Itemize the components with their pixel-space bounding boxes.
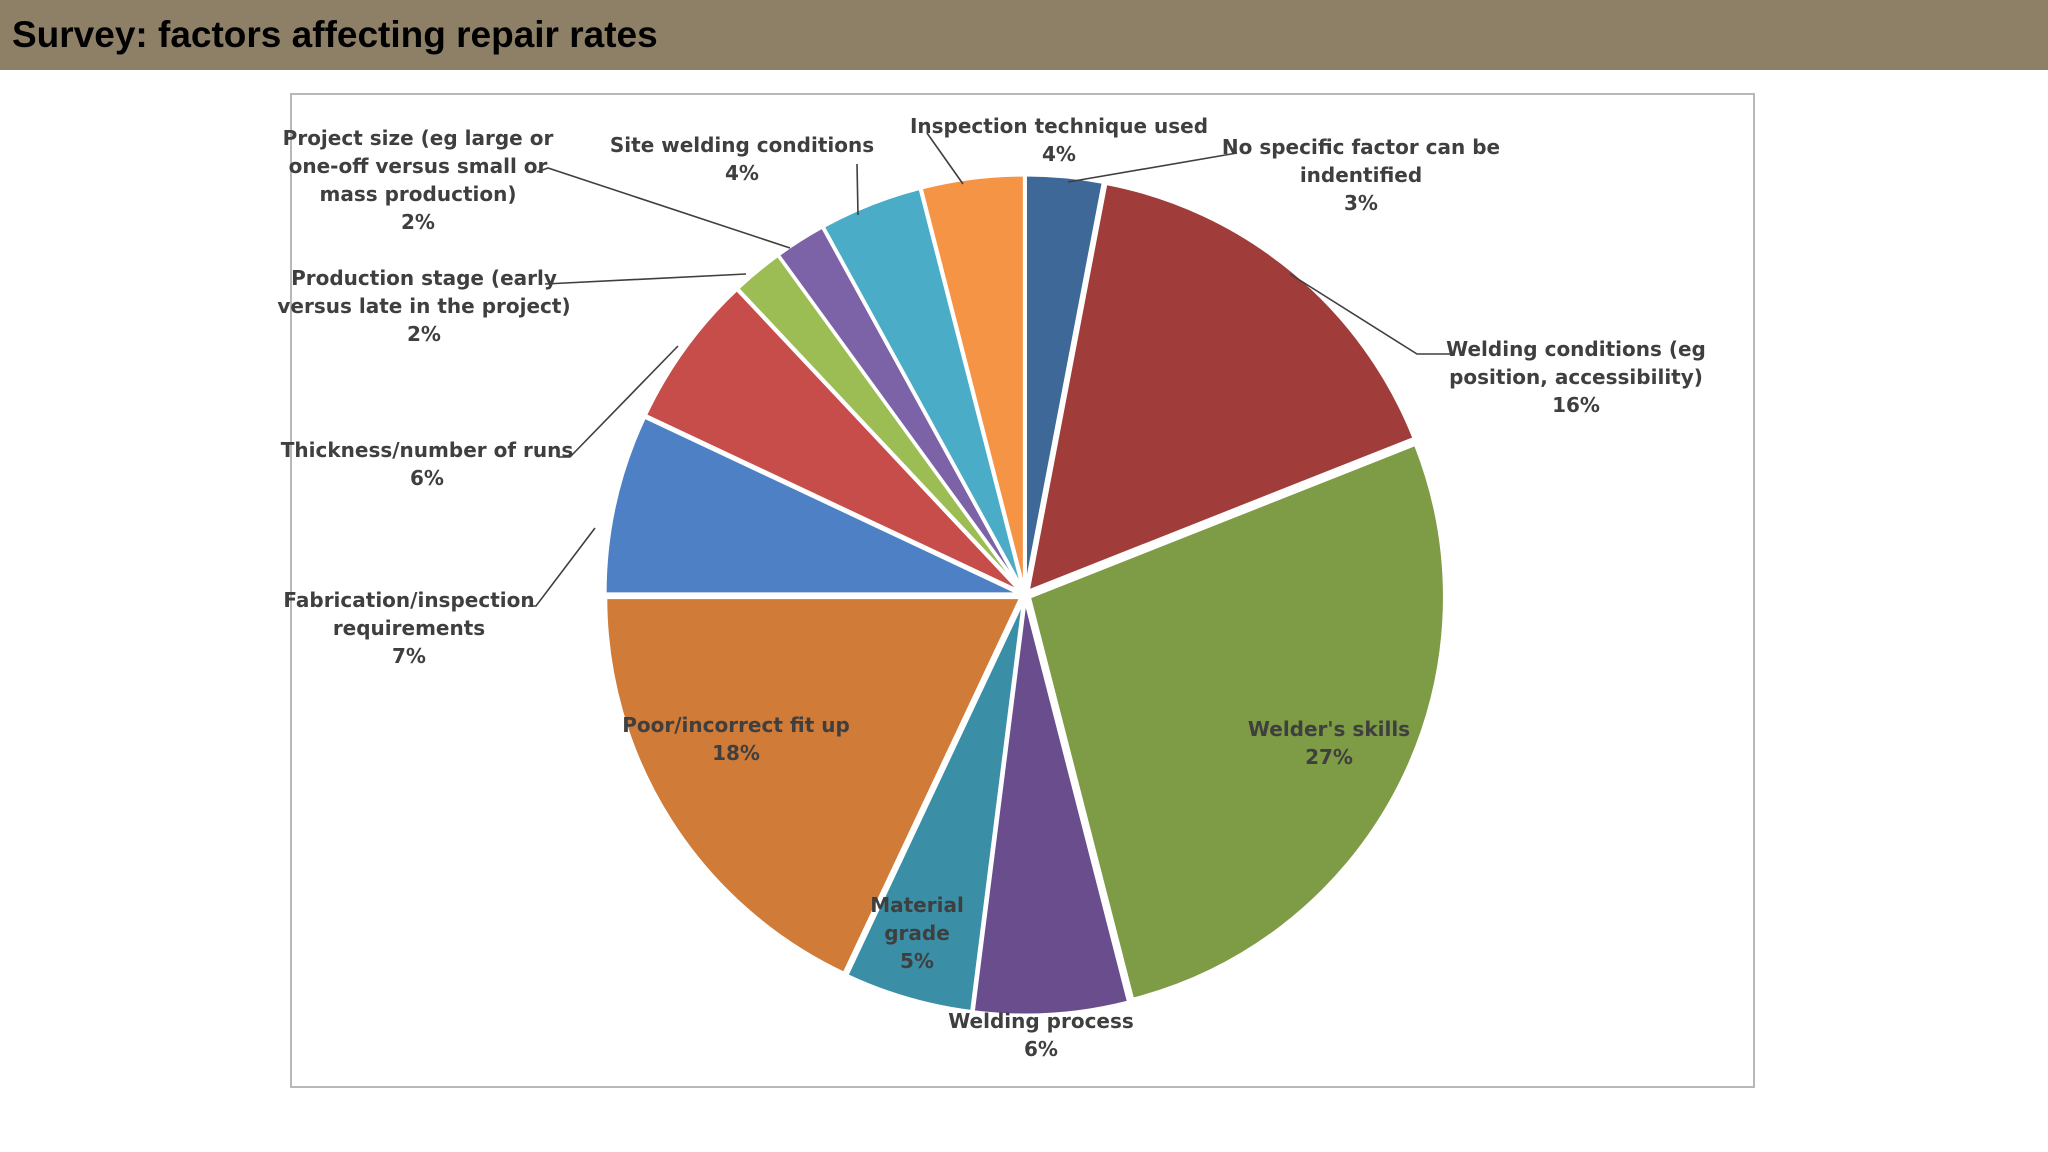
slice-value-5: 5% <box>900 949 934 973</box>
slice-label-5-line-1: Material <box>870 893 964 917</box>
slice-label-3-line-1: Welder's skills <box>1248 717 1410 741</box>
slice-label-10-line-1: Project size (eg large or <box>283 126 554 150</box>
slice-label-group-6: Poor/incorrect fit up 18% <box>622 713 850 765</box>
slice-label-group-9: Production stage (early versus late in th… <box>277 266 570 346</box>
slice-label-2-line-2: position, accessibility) <box>1449 365 1703 389</box>
slice-label-group-12: Inspection technique used 4% <box>910 114 1208 166</box>
slice-label-9-line-1: Production stage (early <box>291 266 557 290</box>
slice-label-group-7: Fabrication/inspection requirements 7% <box>283 588 534 668</box>
slice-label-group-8: Thickness/number of runs 6% <box>281 438 573 490</box>
slice-label-group-5: Material grade 5% <box>870 893 964 973</box>
slice-label-10-line-3: mass production) <box>320 182 517 206</box>
slice-label-1-line-1: No specific factor can be <box>1222 135 1500 159</box>
slice-label-group-2: Welding conditions (eg position, accessib… <box>1446 337 1706 417</box>
leader-line-11 <box>856 163 859 216</box>
leader-line-2 <box>1289 273 1455 355</box>
slice-label-7-line-2: requirements <box>333 616 485 640</box>
slice-label-7-line-1: Fabrication/inspection <box>283 588 534 612</box>
leader-line-8 <box>558 345 679 458</box>
pie-slice-12 <box>919 173 1026 591</box>
slice-label-10-line-2: one-off versus small or <box>289 154 548 178</box>
leader-line-1 <box>1067 152 1238 183</box>
slice-value-6: 18% <box>712 741 760 765</box>
slice-value-11: 4% <box>725 161 759 185</box>
pie-slice-3 <box>1027 442 1446 1002</box>
slice-value-9: 2% <box>407 322 441 346</box>
pie-slice-6 <box>604 596 1024 976</box>
slice-value-8: 6% <box>410 466 444 490</box>
slice-value-12: 4% <box>1042 142 1076 166</box>
slice-label-8-line-1: Thickness/number of runs <box>281 438 573 462</box>
slice-label-2-line-1: Welding conditions (eg <box>1446 337 1706 361</box>
leader-line-10 <box>536 167 791 249</box>
slice-label-5-line-2: grade <box>884 921 950 945</box>
slice-value-7: 7% <box>392 644 426 668</box>
slice-label-11-line-1: Site welding conditions <box>610 133 874 157</box>
pie-slice-4 <box>971 599 1131 1017</box>
slice-value-3: 27% <box>1305 745 1353 769</box>
pie-slice-5 <box>844 599 1026 1014</box>
slice-label-12-line-1: Inspection technique used <box>910 114 1208 138</box>
slice-value-10: 2% <box>401 210 435 234</box>
title-bar: Survey: factors affecting repair rates <box>0 0 2048 70</box>
slice-label-group-4: Welding process 6% <box>948 1009 1134 1061</box>
slice-label-6-line-1: Poor/incorrect fit up <box>622 713 850 737</box>
pie-slice-2 <box>1026 181 1416 594</box>
slice-label-4-line-1: Welding process <box>948 1009 1134 1033</box>
pie-slice-7 <box>603 415 1021 596</box>
slice-value-2: 16% <box>1552 393 1600 417</box>
slice-label-1-line-2: indentified <box>1300 163 1422 187</box>
slice-label-group-10: Project size (eg large or one-off versus … <box>283 126 554 234</box>
slice-label-group-1: No specific factor can be indentified 3% <box>1222 135 1500 215</box>
leader-line-7 <box>528 527 596 607</box>
leader-line-12 <box>926 132 964 185</box>
slice-value-1: 3% <box>1344 191 1378 215</box>
pie-slice-8 <box>643 287 1023 594</box>
page-title: Survey: factors affecting repair rates <box>12 14 658 55</box>
slice-label-group-11: Site welding conditions 4% <box>610 133 874 185</box>
leader-line-9 <box>544 273 747 285</box>
slice-label-9-line-2: versus late in the project) <box>277 294 570 318</box>
slice-label-group-3: Welder's skills 27% <box>1248 717 1410 769</box>
slice-value-4: 6% <box>1024 1037 1058 1061</box>
